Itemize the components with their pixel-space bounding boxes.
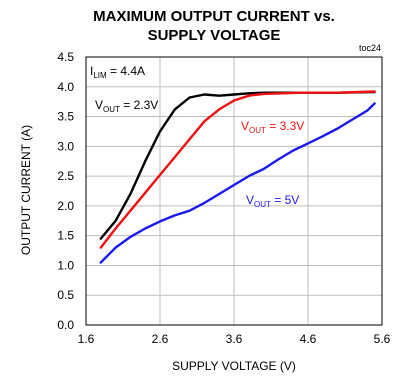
x-tick-label: 3.6 — [226, 332, 243, 346]
figure-tag: toc24 — [359, 43, 381, 53]
x-tick-label: 1.6 — [78, 332, 95, 346]
series-label-main: V — [241, 119, 249, 133]
y-tick-label: 4.0 — [57, 80, 74, 94]
ilim-rest: = 4.4A — [107, 64, 145, 78]
y-axis-label: OUTPUT CURRENT (A) — [19, 125, 33, 255]
series-line-1 — [99, 90, 376, 249]
series-group — [99, 90, 376, 264]
series-label-vout-3-3v: VOUT = 3.3V — [241, 119, 304, 135]
series-label-rest: = 2.3V — [120, 98, 158, 112]
series-label-sub: OUT — [254, 200, 271, 209]
series-label-main: V — [95, 98, 103, 112]
series-line-2 — [99, 102, 376, 264]
series-label-rest: = 3.3V — [266, 119, 304, 133]
y-tick-label: 2.5 — [57, 169, 74, 183]
series-line-0 — [99, 90, 376, 240]
y-tick-label: 0.5 — [57, 288, 74, 302]
y-tick-label: 3.5 — [57, 110, 74, 124]
series-label-vout-5v: VOUT = 5V — [246, 193, 299, 209]
x-axis-label: SUPPLY VOLTAGE (V) — [172, 359, 296, 373]
x-tick-label: 2.6 — [152, 332, 169, 346]
chart-title-line1: MAXIMUM OUTPUT CURRENT vs. — [93, 8, 335, 25]
y-tick-label: 0.0 — [57, 318, 74, 332]
y-tick-label: 4.5 — [57, 50, 74, 64]
y-tick-label: 2.0 — [57, 199, 74, 213]
y-tick-label: 1.0 — [57, 258, 74, 272]
series-label-sub: OUT — [103, 105, 120, 114]
ilim-main: I — [90, 64, 93, 78]
y-tick-label: 1.5 — [57, 229, 74, 243]
series-label-rest: = 5V — [271, 193, 299, 207]
plot-frame — [85, 56, 383, 326]
x-tick-label: 5.6 — [374, 332, 391, 346]
series-label-vout-2-3v: VOUT = 2.3V — [95, 98, 158, 114]
series-label-main: V — [246, 193, 254, 207]
chart-title-line2: SUPPLY VOLTAGE — [148, 27, 281, 44]
series-label-sub: OUT — [249, 126, 266, 135]
tick-labels: 1.6 2.6 3.6 4.6 5.6 0.0 0.5 1.0 1.5 2.0 2.5 3.0 3.5 4… — [57, 50, 390, 346]
y-tick-label: 3.0 — [57, 139, 74, 153]
ilim-annotation: ILIM = 4.4A — [90, 64, 145, 80]
ilim-sub: LIM — [93, 71, 107, 80]
x-tick-label: 4.6 — [300, 332, 317, 346]
